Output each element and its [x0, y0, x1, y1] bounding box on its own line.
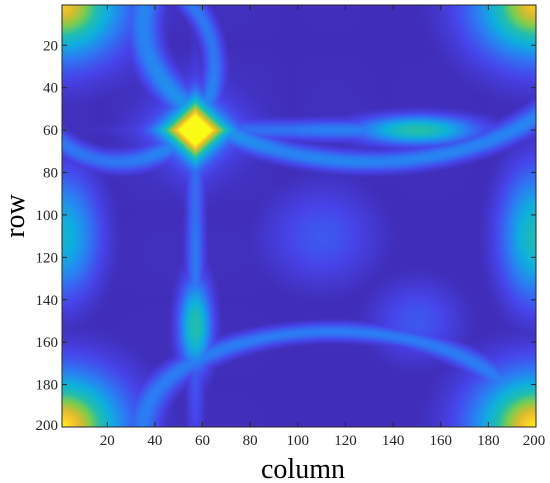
x-tick-label: 140 — [382, 433, 405, 449]
x-tick-label: 40 — [147, 433, 162, 449]
x-tick-label: 200 — [523, 433, 546, 449]
x-axis-label: column — [261, 454, 345, 483]
plot-area — [61, 4, 537, 428]
y-axis-ticks: 20 40 60 80 100 120 140 160 180 200 — [36, 38, 536, 434]
x-tick-label: 100 — [287, 433, 310, 449]
x-tick-label: 80 — [243, 433, 258, 449]
x-tick-label: 120 — [334, 433, 357, 449]
y-tick-label: 180 — [36, 378, 59, 394]
plot-frame — [61, 4, 537, 428]
y-tick-label: 120 — [36, 250, 59, 266]
x-tick-label: 160 — [429, 433, 452, 449]
y-tick-label: 160 — [36, 335, 59, 351]
x-tick-label: 180 — [477, 433, 500, 449]
y-tick-label: 140 — [36, 293, 59, 309]
x-tick-label: 60 — [195, 433, 210, 449]
y-tick-label: 20 — [43, 38, 58, 54]
y-tick-label: 60 — [43, 123, 58, 139]
heatmap-image — [62, 5, 536, 427]
x-tick-label: 20 — [100, 433, 115, 449]
x-axis-ticks: 20 40 60 80 100 120 140 160 180 200 — [100, 5, 545, 449]
heatmap-image-holder — [62, 5, 536, 427]
y-tick-label: 40 — [43, 81, 58, 97]
y-tick-label: 80 — [43, 166, 58, 182]
y-tick-label: 200 — [36, 418, 59, 434]
y-tick-label: 100 — [36, 208, 59, 224]
y-axis-label: row — [0, 193, 31, 237]
